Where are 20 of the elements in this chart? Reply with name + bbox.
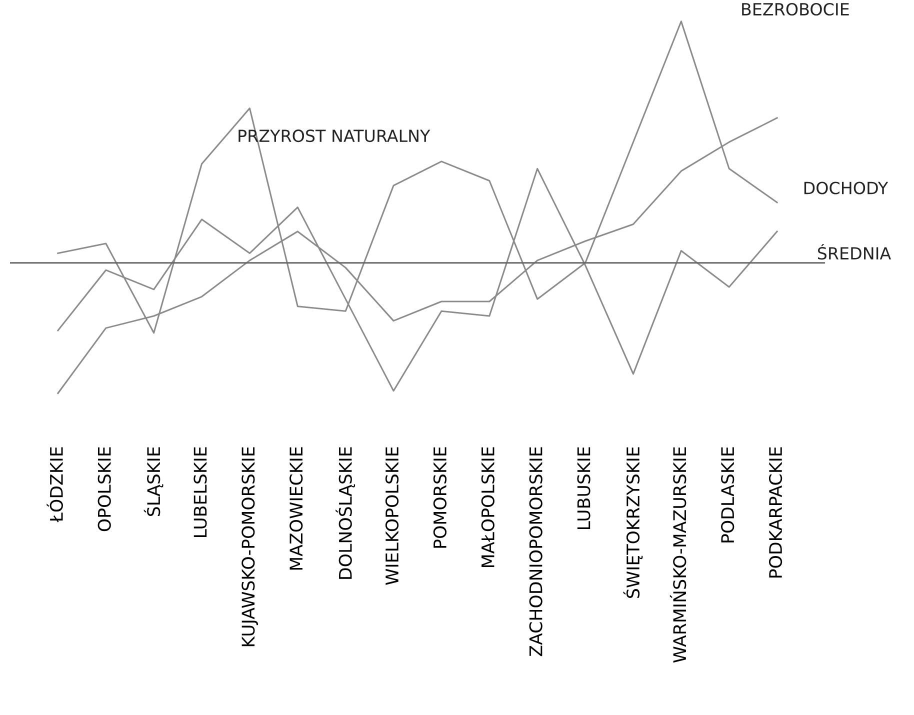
x-tick-label: PODKARPACKIE: [768, 447, 782, 578]
text: BEZROBOCIE: [742, 2, 849, 16]
annotation: DOCHODY: [804, 182, 888, 194]
x-tick-label: MAŁOPOLSKIE: [481, 447, 494, 567]
x-tick-label: WARMIŃSKO-MAZURSKIE: [670, 447, 686, 663]
ref-line-label: ŚREDNIA: [818, 244, 892, 260]
x-tick-label: LUBELSKIE: [194, 447, 207, 537]
x-tick-label: ŚWIĘTOKRZYSKIE: [623, 447, 643, 598]
x-tick-label: MAZOWIECKIE: [290, 447, 303, 570]
x-tick-label: OPOLSKIE: [98, 447, 111, 532]
x-tick-label: WIELKOPOLSKIE: [385, 447, 399, 585]
x-tick-label: POMORSKIE: [433, 447, 447, 548]
x-tick-label: DOLNOŚLĄSKIE: [336, 447, 356, 579]
x-tick-label: KUJAWSKO-POMORSKIE: [242, 447, 258, 646]
x-tick-label: LUBUSKIE: [577, 447, 590, 530]
annotation: PRZYROST NATURALNY: [238, 130, 430, 142]
x-tick-label: ZACHODNIOPOMORSKIE: [529, 447, 542, 656]
x-tick-label: ŚLĄSKIE: [144, 447, 164, 516]
x-tick-label: PODLASKIE: [721, 447, 734, 542]
x-tick-label: ŁÓDZKIE: [46, 447, 63, 522]
